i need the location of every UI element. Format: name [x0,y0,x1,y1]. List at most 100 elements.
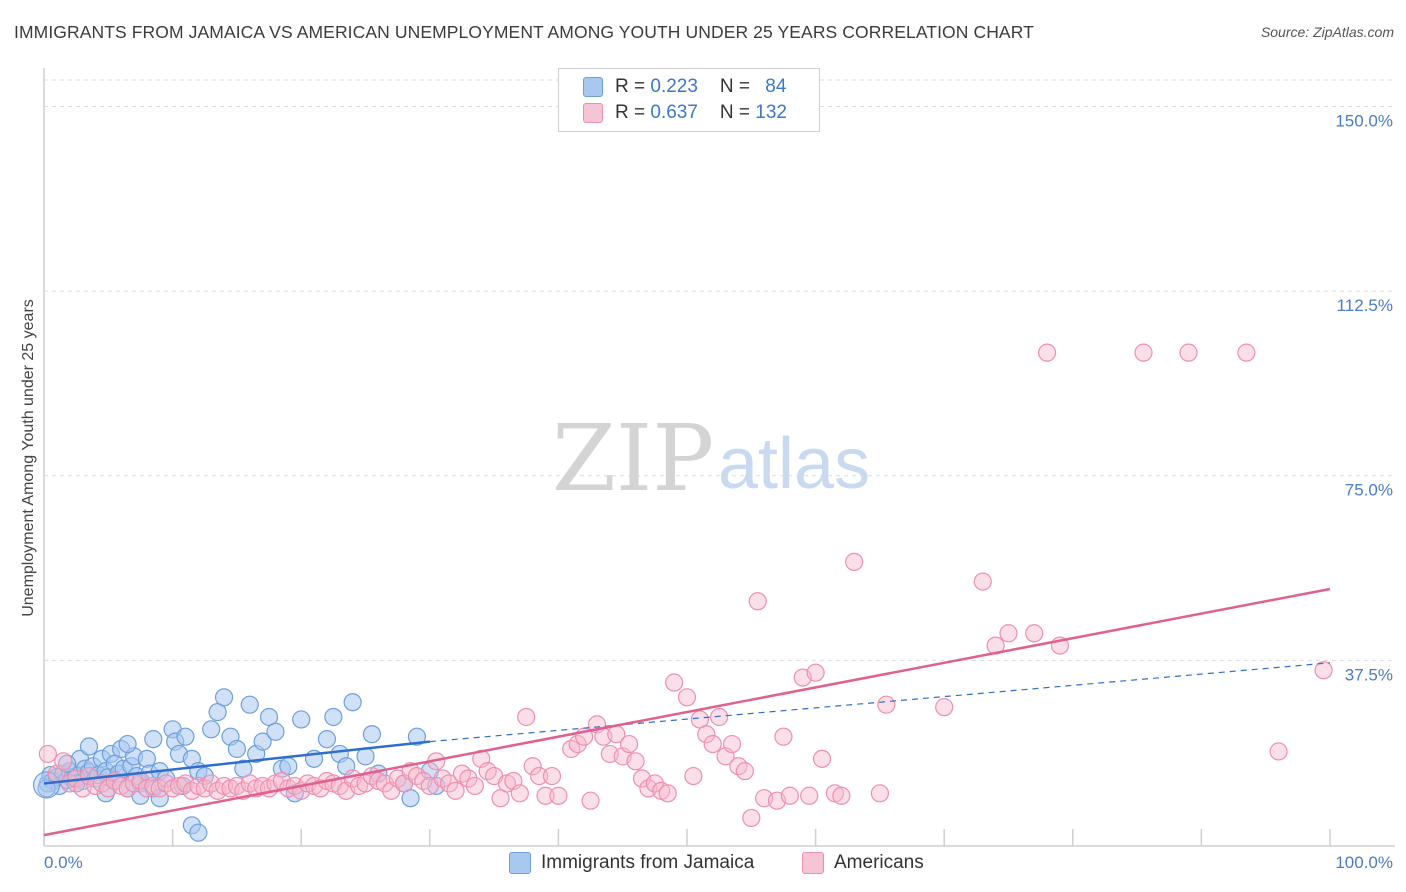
jamaica-point [32,771,61,799]
americans-point [620,734,639,754]
americans-point [658,784,677,803]
trend-layer [43,587,1331,837]
jamaica-points [32,688,446,842]
correlation-legend: R = 0.223 N = 84 R = 0.637 N = 132 [558,68,820,132]
legend-n-label: N = [719,76,756,97]
americans-point [645,774,664,793]
label-layer: 37.5% 75.0% 112.5% 150.0% 0.0% 100.0% Unemploy… [20,111,1393,872]
americans-point [542,766,562,786]
americans-point [549,786,568,805]
americans-point [439,774,459,793]
americans-point [935,698,954,717]
legend-n-value: 84 [765,76,787,97]
americans-point [530,766,549,786]
grid-layer [44,79,1395,661]
americans-point [845,552,864,571]
jamaica-point [407,727,427,746]
x-tick-label: 100.0% [1335,853,1393,872]
americans-point [877,695,896,714]
y-tick-label: 37.5% [1345,665,1393,684]
jamaica-trend-line [43,740,430,785]
source-label: Source: ZipAtlas.com [1260,24,1394,40]
americans-point [626,752,645,771]
jamaica-point [266,722,285,741]
americans-point [1237,343,1256,362]
americans-point [510,784,529,803]
jamaica-point [37,779,56,798]
jamaica-point [137,749,156,768]
jamaica-point [253,732,272,751]
legend-n-label: N = [719,102,756,123]
americans-point [742,808,761,828]
jamaica-point [362,725,382,744]
americans-point [832,786,851,805]
americans-point [748,592,767,611]
americans-point [581,791,600,810]
americans-point [665,673,684,692]
americans-point [677,688,697,707]
x-tick-label: 0.0% [44,853,83,872]
americans-point [459,769,478,788]
americans-point [710,707,729,727]
jamaica-point [292,710,311,729]
americans-point [735,762,754,781]
americans-point [1134,343,1153,362]
jamaica-trend-extension [429,662,1331,743]
legend-r-label: R = [615,76,651,97]
americans-point [697,725,716,744]
bottom-swatch-blue [509,852,531,874]
americans-point [1037,343,1057,362]
americans-trend-line [43,587,1331,837]
americans-point [465,776,484,796]
jamaica-point [343,693,362,712]
legend-n-value: 132 [755,102,787,123]
watermark-atlas: atlas [718,424,870,504]
axis-layer [43,68,1395,847]
jamaica-point [176,727,195,746]
y-tick-label: 75.0% [1345,481,1393,500]
americans-point [806,663,825,682]
jamaica-point [227,739,246,759]
americans-point [536,786,555,805]
americans-point [774,727,793,746]
jamaica-point [189,823,208,842]
bottom-legend-americans: Americans [802,852,924,874]
jamaica-point [118,734,137,754]
jamaica-point [324,707,343,727]
legend-r-value: 0.223 [650,76,698,97]
legend-r-label: R = [615,102,651,123]
americans-point [684,766,703,786]
bottom-legend-label: Americans [834,852,924,873]
jamaica-point [144,730,163,749]
legend-row-americans: R = 0.637 N = 132 [583,101,787,125]
americans-point [568,734,587,754]
americans-point [523,757,542,776]
jamaica-point [214,688,234,707]
americans-point [703,734,722,754]
americans-point [870,784,890,803]
watermark-zip: ZIP [552,405,714,512]
bottom-legend-label: Immigrants from Jamaica [541,852,755,873]
jamaica-point [317,730,337,749]
legend-r-value: 0.637 [650,102,698,123]
americans-point [38,744,57,764]
americans-point [1269,742,1288,761]
americans-point [812,749,832,768]
americans-point [800,786,819,805]
jamaica-point [96,784,115,803]
americans-point [722,734,742,754]
legend-row-jamaica: R = 0.223 N = 84 [583,75,786,99]
jamaica-point [240,695,259,714]
americans-point [517,707,536,727]
legend-swatch-pink [583,103,603,123]
y-tick-label: 150.0% [1335,111,1393,130]
americans-point [1025,624,1044,643]
americans-point [973,572,992,591]
americans-point [54,752,73,771]
americans-points [38,343,1333,828]
americans-point [1314,661,1333,680]
jamaica-point [195,766,214,786]
americans-point [780,786,799,805]
jamaica-point [79,737,99,756]
